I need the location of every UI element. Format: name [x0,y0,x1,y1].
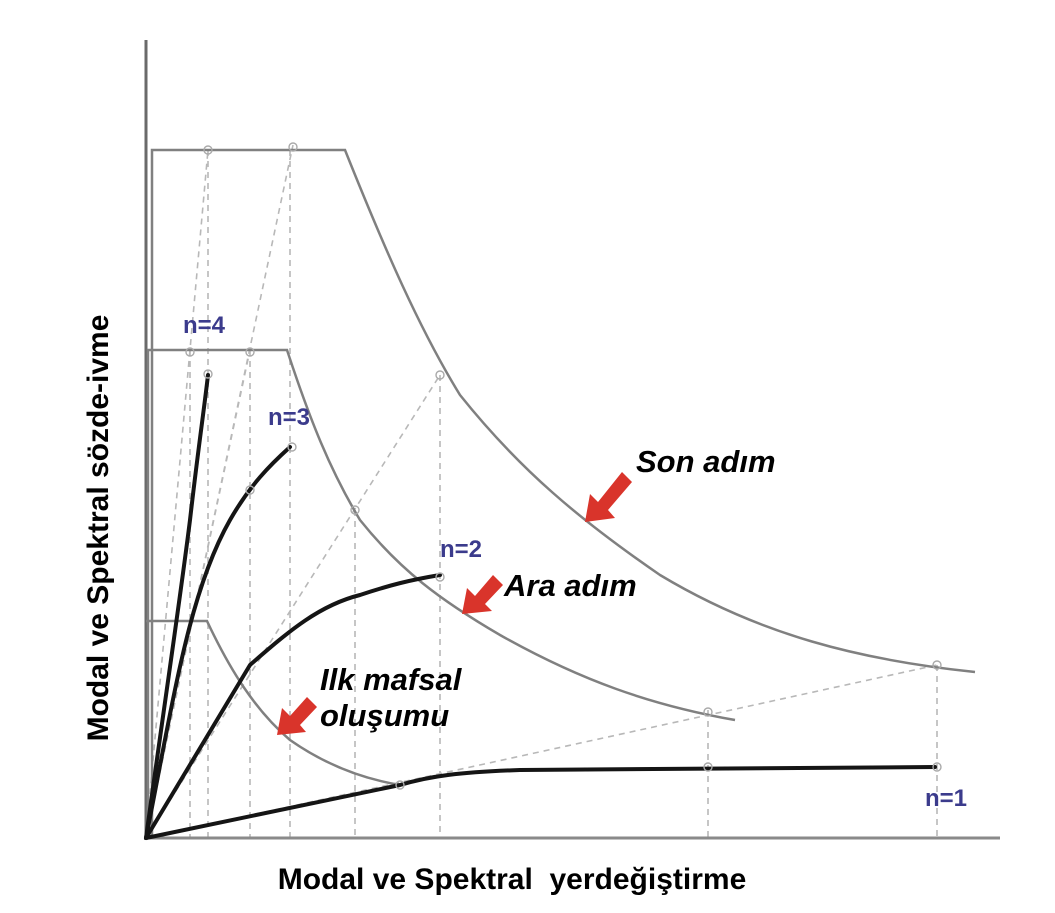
axes [144,40,1000,840]
markers [185,142,942,790]
annotation-last-step: Son adım [636,444,776,479]
annotation-first-hinge-2: oluşumu [320,698,449,733]
y-axis-label: Modal ve Spektral sözde-ivme [82,315,115,742]
mode-labels: n=4 n=3 n=2 n=1 [183,312,967,812]
label-n1: n=1 [925,785,967,812]
capacity-curves [144,373,937,840]
capacity-curve-n2 [144,573,442,840]
annotations: Son adım Ara adım Ilk mafsal oluşumu [320,444,776,733]
capacity-curve-n1 [144,765,937,840]
arrow-icon [277,697,317,735]
label-n4: n=4 [183,312,226,339]
dashed-guides [145,144,938,839]
demand-spectrum-last-step [150,148,976,838]
label-n3: n=3 [268,404,310,431]
capacity-curve-n3 [144,445,292,840]
capacity-curve-n4 [144,373,210,840]
annotation-first-hinge-1: Ilk mafsal [320,662,463,697]
red-arrows [277,472,632,735]
arrow-icon [585,472,632,522]
demand-spectrum-first-hinge [146,619,401,787]
x-axis-label: Modal ve Spektral yerdeğiştirme [278,863,747,896]
label-n2: n=2 [440,536,482,563]
arrow-icon [462,575,503,614]
demand-spectrum-intermediate-step [146,348,736,838]
demand-spectra [146,148,976,838]
annotation-intermediate-step: Ara adım [503,568,637,603]
